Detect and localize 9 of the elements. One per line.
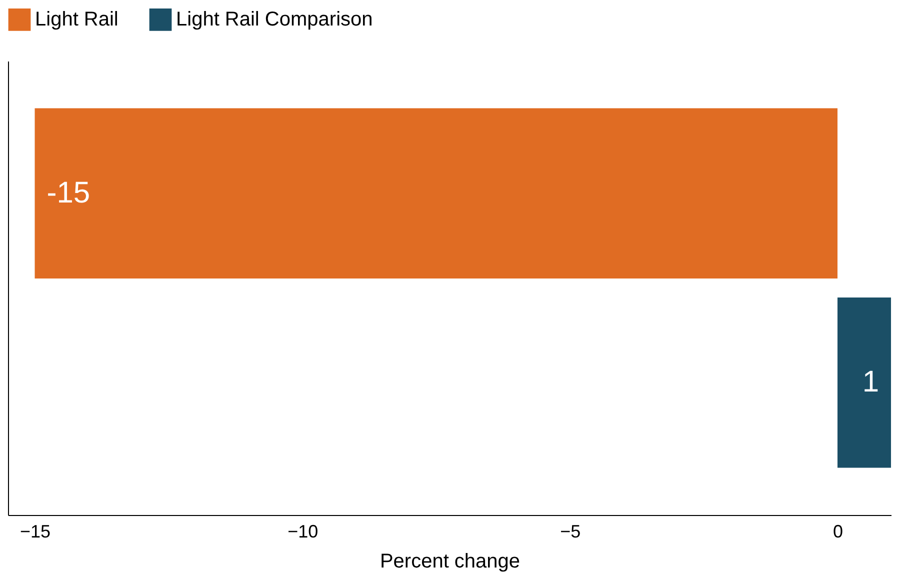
x-tick-label: 0: [832, 522, 843, 542]
x-axis-title: Percent change: [380, 550, 520, 572]
x-tick-label: −5: [560, 522, 581, 542]
data-label: 1: [862, 366, 879, 399]
x-tick-label: −10: [288, 522, 318, 542]
legend-label: Light Rail: [35, 8, 118, 31]
data-label: -15: [46, 176, 90, 210]
legend-label: Light Rail Comparison: [176, 8, 373, 31]
x-tick-label: −15: [20, 522, 51, 542]
